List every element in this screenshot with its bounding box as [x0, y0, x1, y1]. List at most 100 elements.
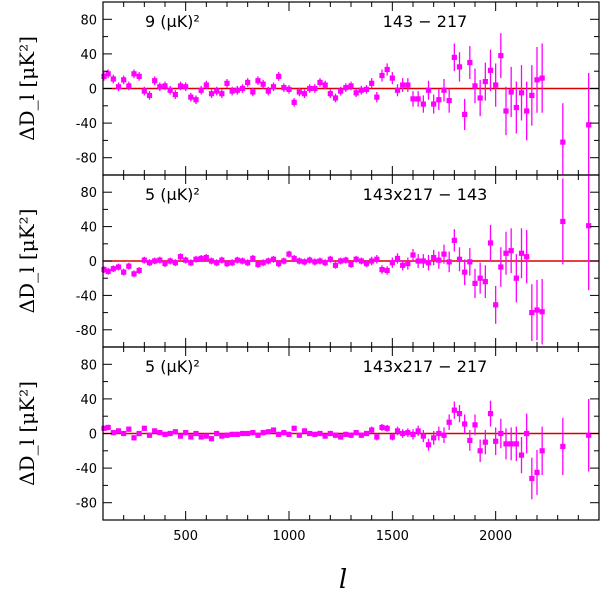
panel-top-point	[410, 96, 416, 102]
panel-top-point	[405, 82, 411, 88]
panel-bottom-point	[265, 429, 271, 435]
panel-top-point	[136, 73, 142, 79]
panel-top-point	[307, 85, 313, 92]
panel-middle-point	[162, 260, 168, 267]
panel-bottom-point	[389, 434, 395, 440]
panel-middle-point	[296, 258, 302, 264]
panel-top-point	[524, 108, 530, 114]
panel-top-point	[425, 87, 432, 93]
panel-middle-point	[260, 260, 266, 266]
panel-top-point	[167, 87, 173, 93]
panel-bottom-point	[369, 427, 375, 433]
panel-middle-point	[400, 262, 406, 268]
panel-middle-point	[131, 271, 137, 277]
panel-bottom-point	[451, 407, 457, 413]
panel-bottom-x-tick-label: 1000	[272, 529, 305, 544]
panel-middle-point	[115, 264, 122, 270]
panel-top-point	[348, 83, 354, 89]
panel-top-point	[467, 59, 473, 66]
panel-middle-point	[539, 309, 545, 315]
panel-bottom-point	[513, 441, 519, 447]
panel-top-point	[203, 82, 209, 88]
panel-bottom-y-tick-label: 0	[89, 428, 97, 443]
panel-top-point	[503, 108, 509, 114]
panel-middle-point	[110, 266, 116, 272]
panel-bottom-point	[338, 434, 344, 440]
panel-top-point	[312, 85, 318, 92]
panel-bottom-point	[255, 432, 261, 438]
panel-bottom-x-tick-label: 1500	[376, 529, 409, 544]
panel-middle-point	[229, 260, 235, 266]
panel-middle-point	[291, 255, 297, 262]
panel-middle-point	[348, 261, 354, 268]
panel-middle-point	[513, 275, 519, 281]
panel-bottom-point	[410, 431, 416, 437]
panel-middle-point	[301, 259, 308, 265]
panel-bottom-point	[183, 430, 189, 436]
panel-bottom-point	[126, 426, 132, 432]
panel-top-point	[472, 83, 478, 89]
panel-middle-point	[270, 256, 277, 262]
panel-middle-point	[338, 258, 344, 264]
panel-top-point	[281, 85, 287, 91]
x-axis-label: l	[339, 565, 347, 595]
panel-bottom-point	[167, 430, 173, 437]
panel-bottom-point	[224, 432, 230, 438]
panel-top-point	[415, 96, 421, 102]
panel-bottom-point	[586, 432, 592, 438]
panel-top-point	[260, 81, 266, 87]
panel-bottom-point	[343, 431, 349, 437]
panel-middle-point	[172, 260, 178, 266]
panel-middle-point	[188, 260, 194, 266]
panel-middle-point	[276, 260, 282, 267]
panel-bottom-point	[379, 424, 385, 431]
panel-bottom-x-tick-label: 2000	[479, 529, 512, 544]
panel-middle-point	[518, 250, 525, 256]
panel-top-point	[229, 88, 235, 94]
panel-bottom-point	[400, 430, 406, 437]
panel-bottom-point	[534, 469, 540, 476]
panel-middle-point	[126, 263, 132, 269]
panel-middle-y-tick-label: -40	[76, 289, 97, 304]
panel-bottom-point	[281, 430, 287, 436]
panel-bottom-point	[405, 430, 411, 436]
panel-bottom-point	[327, 430, 333, 437]
panel-bottom-y-tick-label: -40	[76, 462, 97, 477]
panel-top-point	[384, 66, 390, 73]
panel-middle-point	[467, 259, 473, 265]
panel-middle-point	[121, 269, 127, 275]
panel-top-point	[363, 86, 370, 92]
panel-middle-point	[177, 254, 184, 260]
panel-middle-point	[317, 258, 323, 264]
panel-top-point	[177, 83, 184, 89]
panel-bottom-title: 143x217 − 217	[363, 357, 488, 376]
panel-top-point	[394, 87, 401, 93]
panel-middle-point	[327, 256, 333, 262]
panel-bottom-point	[203, 433, 209, 439]
panel-bottom-point	[472, 422, 478, 428]
panel-middle-point	[482, 279, 488, 285]
panel-top-point	[586, 122, 592, 128]
panel-top-point	[265, 88, 271, 94]
panel-bottom-point	[307, 430, 313, 437]
panel-bottom-point	[296, 432, 302, 438]
panel-top-point	[560, 139, 566, 145]
panel-top-y-tick-label: -80	[76, 152, 97, 167]
panel-bottom-point	[446, 419, 452, 425]
panel-middle-point	[456, 256, 463, 262]
panel-top-point	[332, 95, 339, 101]
panel-bottom-point	[188, 434, 194, 440]
panel-bottom-point	[493, 438, 499, 444]
panel-middle-point	[239, 258, 246, 264]
panel-middle-point	[425, 260, 432, 266]
panel-bottom-point	[245, 430, 251, 437]
panel-top-point	[477, 95, 483, 101]
panel-bottom-point	[508, 441, 514, 447]
panel-bottom-point	[193, 430, 199, 437]
panel-bottom-point	[384, 425, 390, 431]
panel-top-point	[286, 86, 292, 92]
panel-top-point	[193, 97, 199, 103]
panel-bottom-point	[467, 437, 473, 444]
panel-bottom-point	[482, 439, 488, 445]
